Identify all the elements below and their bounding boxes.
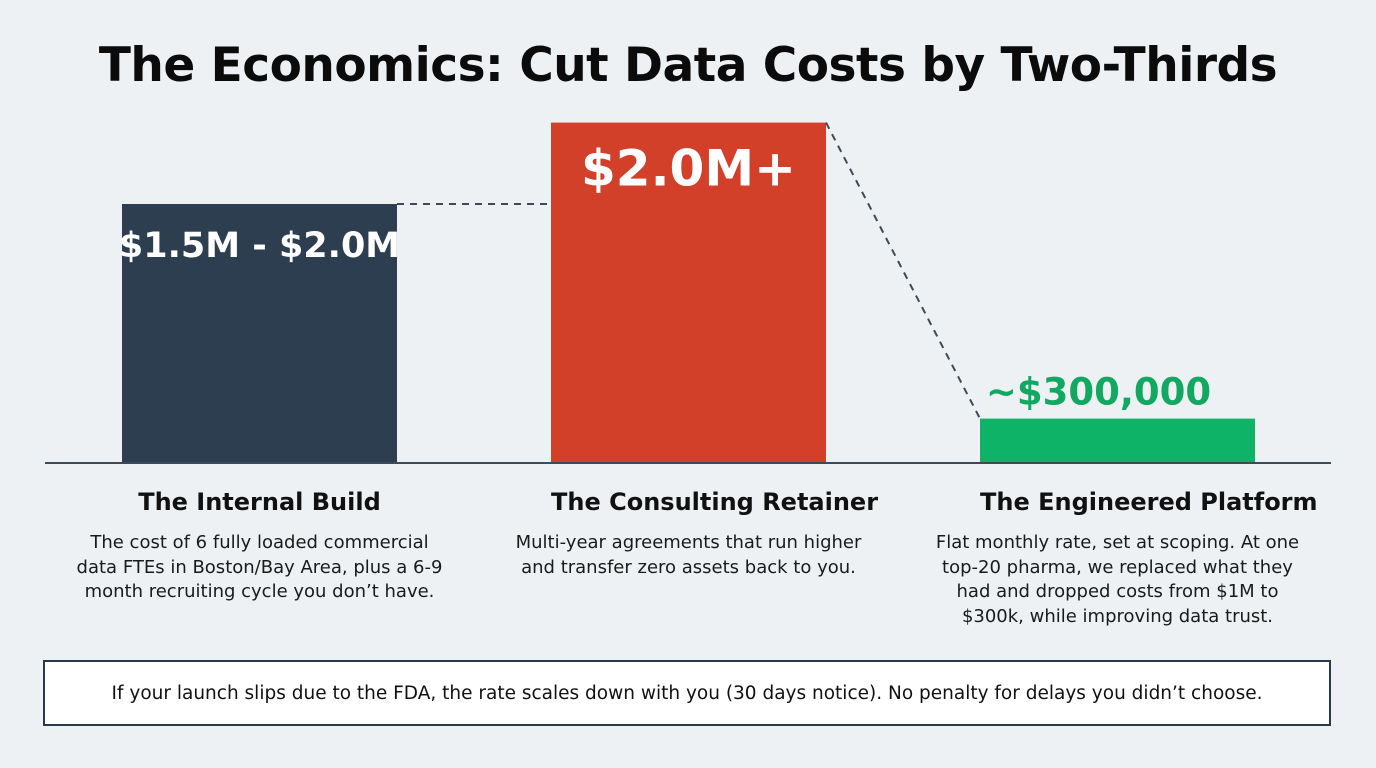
category-title-engineered-platform: The Engineered Platform: [980, 488, 1318, 516]
category-description-consulting-retainer: Multi-year agreements that run higher an…: [515, 532, 862, 578]
connector-line-2: [825, 122, 981, 420]
page-title: The Economics: Cut Data Costs by Two-Thi…: [98, 38, 1278, 93]
footnote-text: If your launch slips due to the FDA, the…: [111, 682, 1263, 704]
bar-label-internal-build: $1.5M - $2.0M: [119, 226, 400, 266]
bar-internal-build: [122, 204, 397, 463]
footnote-box: If your launch slips due to the FDA, the…: [43, 660, 1331, 726]
bar-label-engineered-platform: ~$300,000: [986, 371, 1211, 414]
cost-bar-chart: $1.5M - $2.0M $2.0M+ ~$300,000: [45, 122, 1331, 464]
category-title-internal-build: The Internal Build: [138, 488, 381, 516]
category-description-engineered-platform: Flat monthly rate, set at scoping. At on…: [935, 532, 1300, 627]
category-description-internal-build: The cost of 6 fully loaded commercial da…: [76, 532, 443, 602]
bar-consulting-retainer: [551, 122, 826, 463]
bar-label-consulting-retainer: $2.0M+: [581, 140, 796, 198]
category-title-consulting-retainer: The Consulting Retainer: [551, 488, 879, 516]
bar-engineered-platform: [980, 418, 1255, 463]
